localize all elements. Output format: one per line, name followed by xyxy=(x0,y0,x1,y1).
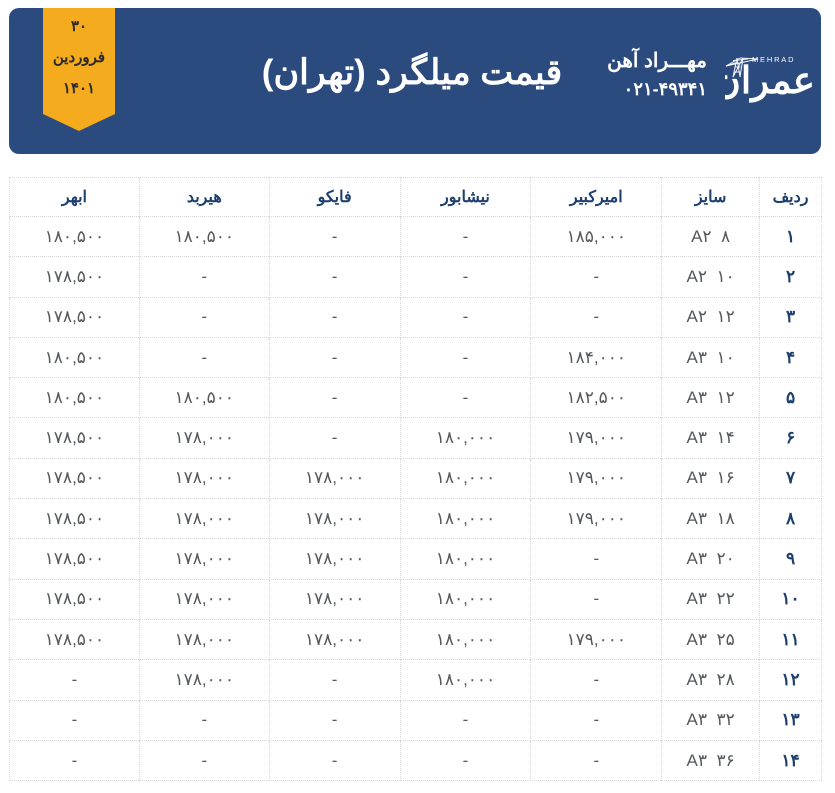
svg-text:عمران: عمران xyxy=(725,60,815,103)
